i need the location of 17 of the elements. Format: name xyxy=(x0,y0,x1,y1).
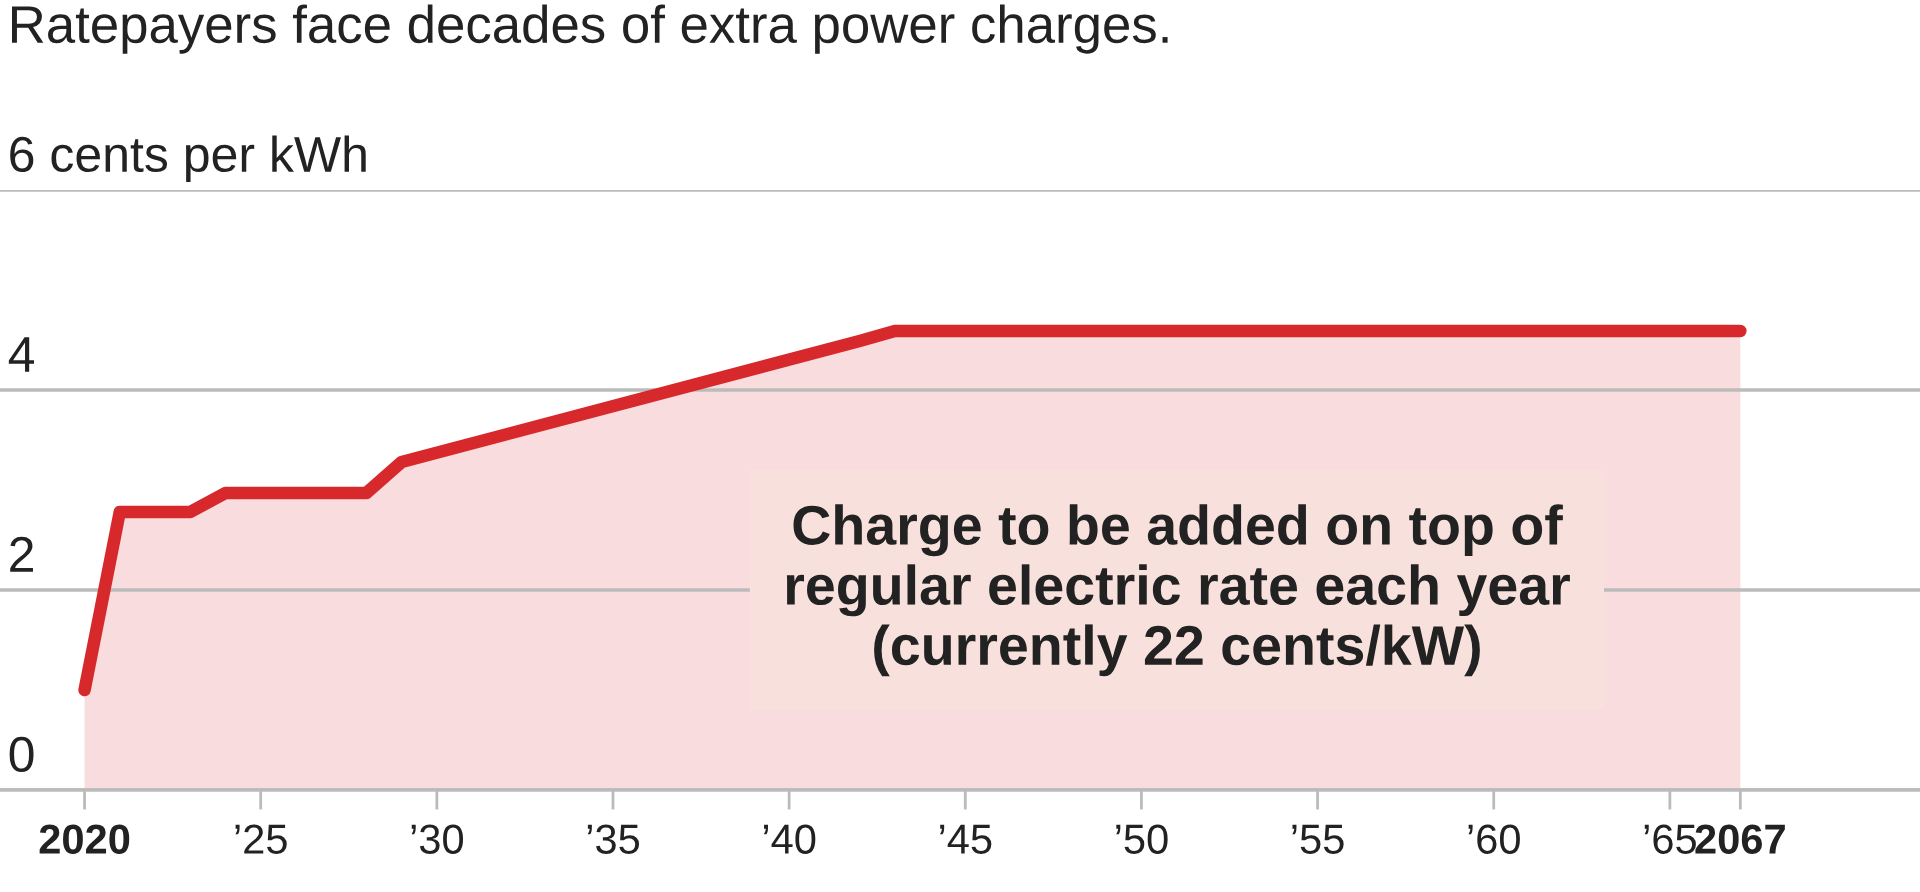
y-tick-label: 4 xyxy=(8,337,35,372)
annotation: Charge to be added on top of regular electric rate each year (currently 22 cents/kW) xyxy=(786,504,1570,677)
x-tick-label: ’25 xyxy=(235,824,287,854)
x-tick-label: ’35 xyxy=(587,824,640,854)
x-tick-label: ’60 xyxy=(1468,824,1520,854)
y-tick-label: 0 xyxy=(9,736,34,773)
x-tick-label: ’65 xyxy=(1644,824,1696,854)
chart-title: Ratepayers face decades of extra power charges. xyxy=(12,4,1168,54)
x-tick-label: 2020 xyxy=(39,824,130,854)
x-tick-label: ’40 xyxy=(763,824,816,854)
y-tick-label: 2 xyxy=(10,536,33,572)
x-tick-label: ’55 xyxy=(1292,824,1344,854)
x-tick-label: ’30 xyxy=(411,824,464,854)
x-tick-label: ’50 xyxy=(1116,824,1168,854)
x-tick-label: 2067 xyxy=(1695,824,1785,854)
x-tick-label: ’45 xyxy=(940,824,992,854)
y-tick-label: 6 cents per kWh xyxy=(10,135,366,182)
